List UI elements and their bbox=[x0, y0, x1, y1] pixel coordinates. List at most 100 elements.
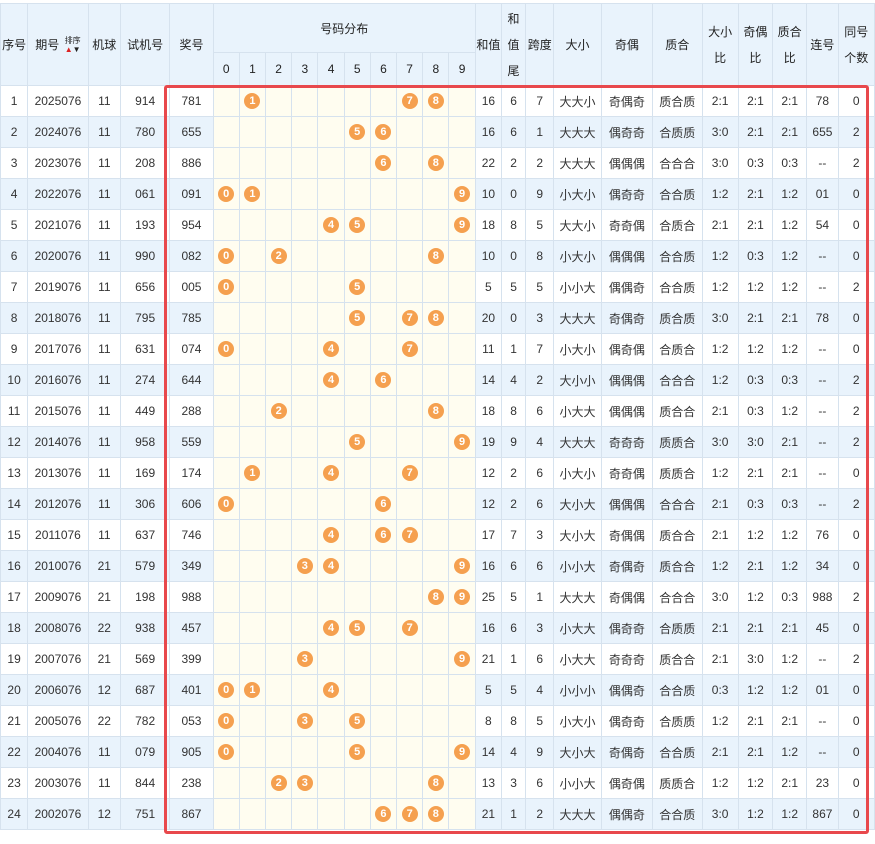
row-test-no: 061 bbox=[119, 178, 171, 210]
dist-cell-1 bbox=[238, 302, 267, 334]
row-odd-even-ratio: 2:1 bbox=[737, 302, 774, 334]
row-prime-composite-ratio: 2:1 bbox=[772, 85, 808, 117]
row-prize-no: 457 bbox=[169, 612, 214, 644]
row-size: 小小大 bbox=[553, 271, 602, 303]
dist-cell-8 bbox=[422, 488, 450, 520]
row-consecutive: 78 bbox=[806, 85, 839, 117]
dist-cell-5 bbox=[343, 147, 371, 179]
table-row: 14 2012076 11 306 606 0 6 12 2 6 大小大 偶偶偶 合合合 2:1 0:3 0:… bbox=[0, 488, 875, 520]
dist-cell-6 bbox=[369, 612, 398, 644]
row-sum: 8 bbox=[474, 705, 502, 737]
row-odd-even: 奇奇奇 bbox=[600, 643, 654, 675]
dist-cell-8 bbox=[422, 674, 450, 706]
row-odd-even: 偶奇奇 bbox=[600, 116, 654, 148]
dist-cell-5: 5 bbox=[343, 209, 371, 241]
row-span: 6 bbox=[525, 457, 555, 489]
row-test-no: 569 bbox=[119, 643, 171, 675]
row-size-ratio: 1:2 bbox=[701, 364, 739, 396]
header-sum-tail: 和值尾 bbox=[500, 3, 527, 86]
row-sum-tail: 8 bbox=[500, 395, 527, 427]
row-prize-no: 644 bbox=[169, 364, 214, 396]
row-prime-composite-ratio: 1:2 bbox=[772, 674, 808, 706]
row-test-no: 449 bbox=[119, 395, 171, 427]
row-period: 2022076 bbox=[27, 178, 89, 210]
row-prize-no: 238 bbox=[169, 767, 214, 799]
table-row: 22 2004076 11 079 905 0 5 9 14 4 9 大小大 奇偶奇 合合质 2:1 2:1 1… bbox=[0, 736, 875, 768]
row-size: 大大大 bbox=[553, 116, 602, 148]
dist-cell-2 bbox=[265, 333, 293, 365]
row-period: 2017076 bbox=[27, 333, 89, 365]
row-size: 小大大 bbox=[553, 643, 602, 675]
row-odd-even: 偶偶奇 bbox=[600, 271, 654, 303]
dist-cell-8 bbox=[422, 333, 450, 365]
table-row: 15 2011076 11 637 746 4 6 7 17 7 3 大小大 奇偶偶 质合合 2:1 1:2 1… bbox=[0, 519, 875, 551]
row-size: 大大大 bbox=[553, 302, 602, 334]
dist-cell-3 bbox=[291, 240, 319, 272]
row-test-no: 208 bbox=[119, 147, 171, 179]
row-period: 2003076 bbox=[27, 767, 89, 799]
row-machine: 11 bbox=[87, 426, 121, 458]
table-row: 21 2005076 22 782 053 0 3 5 8 8 5 小大小 偶奇奇 合质质 1:2 2:1 2:… bbox=[0, 705, 875, 737]
row-machine: 11 bbox=[87, 302, 121, 334]
dist-cell-4: 4 bbox=[317, 209, 345, 241]
dist-cell-3 bbox=[291, 271, 319, 303]
row-sum: 16 bbox=[474, 116, 502, 148]
row-period: 2013076 bbox=[27, 457, 89, 489]
row-size-ratio: 2:1 bbox=[701, 519, 739, 551]
digit-ball: 5 bbox=[349, 434, 366, 450]
dist-cell-9 bbox=[448, 333, 476, 365]
dist-cell-2 bbox=[265, 457, 293, 489]
row-test-no: 169 bbox=[119, 457, 171, 489]
row-period: 2007076 bbox=[27, 643, 89, 675]
row-size-ratio: 3:0 bbox=[701, 116, 739, 148]
row-size-ratio: 2:1 bbox=[701, 612, 739, 644]
header-digit-7: 7 bbox=[396, 52, 424, 86]
dist-cell-9: 9 bbox=[448, 426, 476, 458]
dist-cell-7 bbox=[396, 550, 424, 582]
row-sum-tail: 0 bbox=[500, 302, 527, 334]
header-consecutive: 连号 bbox=[806, 3, 839, 86]
row-machine: 21 bbox=[87, 643, 121, 675]
dist-cell-6 bbox=[369, 271, 398, 303]
dist-cell-1 bbox=[238, 550, 267, 582]
digit-ball: 8 bbox=[427, 248, 444, 264]
row-machine: 11 bbox=[87, 519, 121, 551]
row-sum-tail: 7 bbox=[500, 519, 527, 551]
dist-cell-0: 0 bbox=[212, 240, 240, 272]
table-row: 24 2002076 12 751 867 6 7 8 21 1 2 大大大 偶偶奇 合合质 3:0 1:2 1… bbox=[0, 798, 875, 830]
row-odd-even-ratio: 0:3 bbox=[737, 147, 774, 179]
dist-cell-9 bbox=[448, 457, 476, 489]
row-sum-tail: 1 bbox=[500, 798, 527, 830]
dist-cell-4 bbox=[317, 426, 345, 458]
row-span: 5 bbox=[525, 705, 555, 737]
dist-cell-4: 4 bbox=[317, 674, 345, 706]
row-prime-composite-ratio: 2:1 bbox=[772, 457, 808, 489]
row-sum: 19 bbox=[474, 426, 502, 458]
row-size-ratio: 3:0 bbox=[701, 426, 739, 458]
row-size-ratio: 2:1 bbox=[701, 85, 739, 117]
row-sum-tail: 1 bbox=[500, 643, 527, 675]
dist-cell-9: 9 bbox=[448, 736, 476, 768]
table-row: 17 2009076 21 198 988 8 9 25 5 1 大大大 奇偶偶 合合合 3:0 1:2 0:… bbox=[0, 581, 875, 613]
dist-cell-3 bbox=[291, 488, 319, 520]
dist-cell-9 bbox=[448, 395, 476, 427]
dist-cell-6 bbox=[369, 674, 398, 706]
dist-cell-1 bbox=[238, 395, 267, 427]
dist-cell-6 bbox=[369, 178, 398, 210]
dist-cell-0 bbox=[212, 85, 240, 117]
dist-cell-2 bbox=[265, 550, 293, 582]
dist-cell-7 bbox=[396, 581, 424, 613]
row-test-no: 656 bbox=[119, 271, 171, 303]
digit-ball: 4 bbox=[323, 465, 340, 481]
dist-cell-3 bbox=[291, 209, 319, 241]
header-period[interactable]: 期号 排序 ▲▼ bbox=[27, 3, 89, 86]
row-test-no: 958 bbox=[119, 426, 171, 458]
sort-toggle[interactable]: 排序 ▲▼ bbox=[65, 36, 81, 54]
digit-ball: 5 bbox=[349, 279, 366, 295]
digit-ball: 0 bbox=[218, 279, 235, 295]
dist-cell-2 bbox=[265, 643, 293, 675]
row-consecutive: -- bbox=[806, 364, 839, 396]
row-machine: 12 bbox=[87, 674, 121, 706]
row-consecutive: 54 bbox=[806, 209, 839, 241]
digit-ball: 6 bbox=[375, 372, 392, 388]
